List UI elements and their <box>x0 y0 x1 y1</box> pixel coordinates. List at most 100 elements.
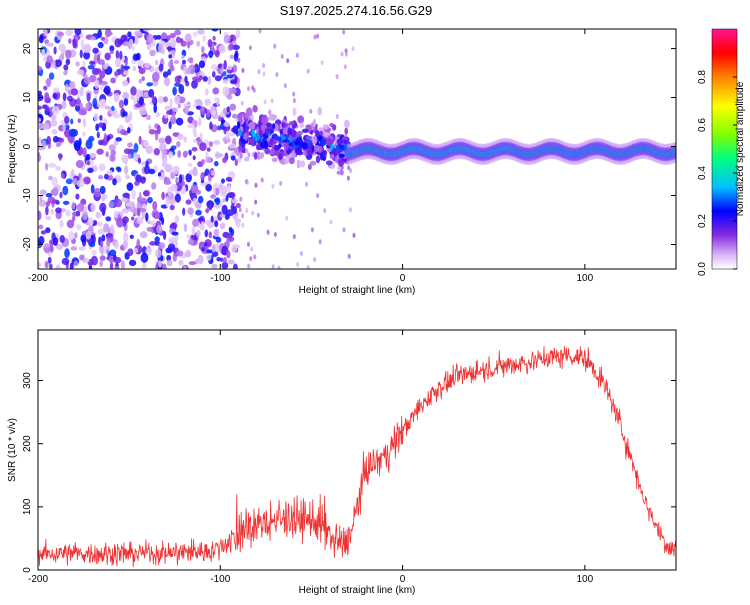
heatmap-noise-blob <box>127 127 131 134</box>
heatmap-noise-blob <box>229 132 235 137</box>
heatmap-noise-blob <box>128 259 137 267</box>
heatmap-noise-blob <box>97 228 106 235</box>
heatmap-noise-blob <box>233 52 239 62</box>
heatmap-noise-blob <box>76 179 85 188</box>
heatmap-transition-blob <box>267 122 273 132</box>
heatmap-noise-blob <box>111 105 115 111</box>
heatmap-noise-blob <box>205 184 212 192</box>
y-tick-label: -10 <box>22 188 33 203</box>
heatmap-noise-blob <box>227 65 233 71</box>
heatmap-noise-blob <box>93 220 98 226</box>
heatmap-transition-blob <box>313 118 317 128</box>
heatmap-noise-blob <box>316 33 320 39</box>
heatmap-noise-blob <box>174 29 182 36</box>
heatmap-noise-blob <box>147 196 153 204</box>
heatmap-noise-blob <box>46 77 52 88</box>
heatmap-noise-blob <box>228 143 236 149</box>
heatmap-noise-blob <box>54 59 62 68</box>
colorbar-tick-label: 0.8 <box>697 70 708 84</box>
heatmap-noise-blob <box>48 263 53 269</box>
heatmap-transition-blob <box>269 138 274 146</box>
heatmap-noise-blob <box>120 260 125 269</box>
heatmap-noise-blob <box>136 216 144 225</box>
heatmap-noise-blob <box>204 108 208 114</box>
heatmap-noise-blob <box>195 209 202 216</box>
heatmap-noise-blob <box>45 227 51 234</box>
heatmap-noise-blob <box>109 224 115 235</box>
heatmap-noise-blob <box>223 59 227 70</box>
top-x-axis-label: Height of straight line (km) <box>299 285 416 296</box>
x-tick-label: -100 <box>210 273 230 284</box>
heatmap-noise-blob <box>280 53 284 59</box>
heatmap-noise-blob <box>148 168 156 175</box>
heatmap-transition-blob <box>275 136 282 141</box>
heatmap-noise-blob <box>212 35 216 41</box>
heatmap-noise-blob <box>235 220 241 228</box>
heatmap-noise-blob <box>239 196 243 202</box>
heatmap-noise-blob <box>65 29 73 36</box>
heatmap-noise-blob <box>122 208 127 214</box>
heatmap-noise-blob <box>211 111 216 116</box>
heatmap-noise-blob <box>48 175 53 181</box>
heatmap-noise-blob <box>62 185 69 196</box>
heatmap-noise-blob <box>74 232 78 239</box>
heatmap-noise-blob <box>335 74 339 80</box>
heatmap-transition-blob <box>297 151 304 156</box>
heatmap-noise-blob <box>129 111 133 121</box>
heatmap-noise-blob <box>59 137 65 143</box>
heatmap-noise-blob <box>133 151 138 161</box>
heatmap-noise-blob <box>214 229 219 237</box>
heatmap-noise-blob <box>185 173 192 183</box>
heatmap-noise-blob <box>234 158 238 166</box>
heatmap-noise-blob <box>71 168 75 177</box>
heatmap-noise-blob <box>72 38 77 49</box>
heatmap-noise-blob <box>198 75 203 81</box>
heatmap-noise-blob <box>82 210 88 221</box>
heatmap-transition-blob <box>297 160 302 168</box>
heatmap-noise-blob <box>91 249 97 256</box>
heatmap-transition-blob <box>331 148 337 156</box>
heatmap-noise-blob <box>158 137 166 144</box>
heatmap-noise-blob <box>138 135 142 145</box>
heatmap-noise-blob <box>140 176 146 184</box>
heatmap-noise-blob <box>309 108 313 114</box>
heatmap-noise-blob <box>63 64 69 71</box>
heatmap-transition-blob <box>306 146 312 156</box>
colorbar-tick-label: 0.4 <box>697 166 708 180</box>
heatmap-noise-blob <box>158 242 166 250</box>
heatmap-noise-blob <box>108 201 115 209</box>
heatmap-noise-blob <box>226 106 230 113</box>
heatmap-noise-blob <box>80 39 85 50</box>
heatmap-noise-blob <box>213 140 221 145</box>
heatmap-noise-blob <box>103 223 110 233</box>
heatmap-noise-blob <box>231 244 238 253</box>
heatmap-transition-blob <box>273 144 280 151</box>
bottom-x-axis-label: Height of straight line (km) <box>299 585 416 596</box>
heatmap-noise-blob <box>175 176 179 184</box>
heatmap-noise-blob <box>145 247 152 256</box>
heatmap-noise-blob <box>99 185 106 195</box>
heatmap-noise-blob <box>187 238 194 246</box>
heatmap-noise-blob <box>233 263 238 269</box>
heatmap-noise-blob <box>98 246 107 255</box>
heatmap-noise-blob <box>120 64 124 74</box>
heatmap-noise-blob <box>51 176 58 187</box>
heatmap-noise-blob <box>230 204 235 211</box>
bottom-y-axis-label: SNR (10 * v/v) <box>7 418 18 482</box>
heatmap-noise-blob <box>178 174 183 184</box>
heatmap-noise-blob <box>200 221 205 230</box>
heatmap-noise-blob <box>93 187 101 198</box>
heatmap-noise-blob <box>223 34 231 44</box>
heatmap-noise-blob <box>68 231 75 241</box>
heatmap-noise-blob <box>164 114 169 119</box>
heatmap-noise-blob <box>62 92 67 102</box>
heatmap-noise-blob <box>90 184 95 194</box>
x-tick-label: 100 <box>577 574 594 585</box>
heatmap-noise-blob <box>178 260 184 266</box>
heatmap-noise-blob <box>55 264 61 269</box>
heatmap-noise-blob <box>232 64 238 73</box>
heatmap-noise-blob <box>79 49 83 59</box>
heatmap-transition-blob <box>257 152 265 159</box>
heatmap-noise-blob <box>38 210 42 221</box>
